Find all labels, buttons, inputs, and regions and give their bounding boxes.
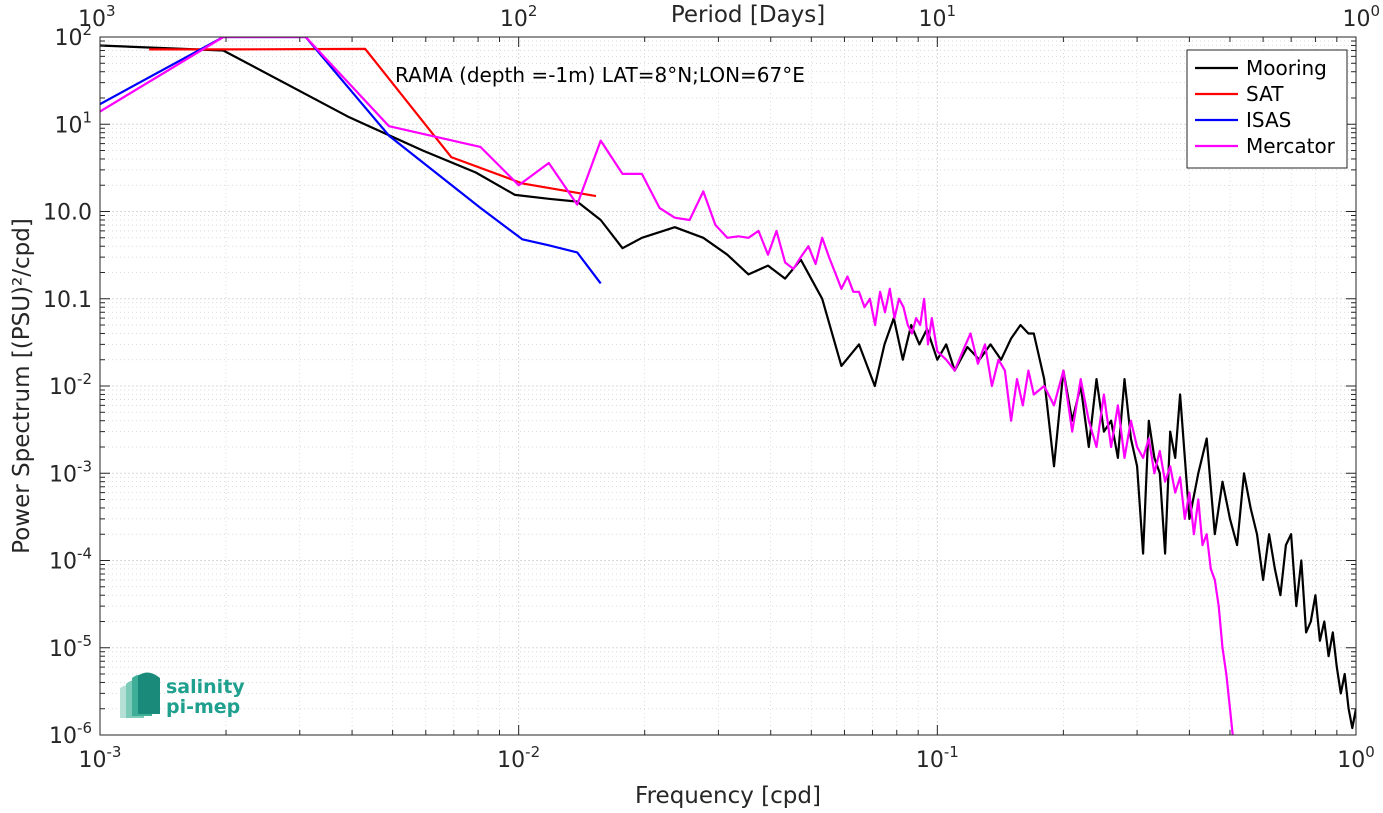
- legend-label-mooring: Mooring: [1246, 56, 1327, 80]
- y-tick-exp: -3: [77, 457, 92, 475]
- y-tick-label: 10.0: [43, 201, 92, 226]
- x-tick-label: 10-3: [79, 743, 122, 773]
- legend-label-sat: SAT: [1246, 82, 1284, 106]
- x-tick-exp: -3: [107, 743, 122, 761]
- y-tick-label: 10.1: [43, 288, 92, 313]
- y-tick-label: 102: [54, 21, 92, 51]
- top-tick-base: 10: [78, 7, 106, 32]
- y-tick-label: 10-2: [49, 370, 92, 400]
- y-tick-exp: -5: [77, 632, 92, 650]
- salinity-pi-mep-logo: salinity pi-mep: [120, 672, 245, 718]
- top-tick-exp: 3: [106, 2, 116, 20]
- y-tick-exp: -6: [77, 719, 92, 737]
- series-line-sat: [149, 47, 597, 198]
- y-tick-base: 10: [49, 724, 77, 749]
- series-line-mercator: [100, 37, 1234, 735]
- series-line-mooring: [100, 44, 1356, 730]
- x-tick-base: 10: [1337, 748, 1365, 773]
- top-tick-base: 10: [919, 7, 947, 32]
- legend-label-mercator: Mercator: [1246, 134, 1336, 158]
- x-tick-label: 100: [1337, 743, 1375, 773]
- top-tick-label: 102: [500, 2, 538, 32]
- y-tick-base: 10: [49, 550, 77, 575]
- top-tick-label: 103: [78, 2, 116, 32]
- top-tick-base: 10: [500, 7, 528, 32]
- logo-line-2: pi-mep: [166, 696, 240, 718]
- x-tick-exp: 0: [1365, 743, 1375, 761]
- x-tick-label: 10-1: [916, 743, 959, 773]
- top-tick-exp: 2: [528, 2, 538, 20]
- top-tick-exp: 1: [947, 2, 957, 20]
- y-tick-exp: 1: [82, 108, 92, 126]
- y-tick-label: 10-5: [49, 632, 92, 662]
- series-line-isas: [100, 37, 602, 285]
- station-annotation: RAMA (depth =-1m) LAT=8°N;LON=67°E: [395, 63, 805, 87]
- y-tick-base: 10: [54, 26, 82, 51]
- x-axis-label: Frequency [cpd]: [635, 783, 821, 809]
- y-tick-base: 10: [49, 637, 77, 662]
- y-tick-exp: 2: [82, 21, 92, 39]
- y-tick-base: 10: [49, 462, 77, 487]
- x-tick-label: 10-2: [497, 743, 540, 773]
- y-tick-label: 10-6: [49, 719, 92, 749]
- y-tick-label: 10-4: [49, 545, 92, 575]
- y-tick-exp: -4: [77, 545, 92, 563]
- top-tick-exp: 0: [1370, 2, 1380, 20]
- top-tick-base: 10: [1342, 7, 1370, 32]
- y-tick-label: 101: [54, 108, 92, 138]
- y-tick-label: 10-3: [49, 457, 92, 487]
- y-tick-base: 10: [54, 113, 82, 138]
- x-tick-exp: -1: [944, 743, 959, 761]
- x-tick-base: 10: [497, 748, 525, 773]
- top-tick-label: 100: [1342, 2, 1380, 32]
- y-tick-base: 10: [49, 375, 77, 400]
- series-group: [100, 37, 1356, 735]
- x-tick-base: 10: [79, 748, 107, 773]
- grid-lines: [99, 36, 1357, 736]
- x-tick-exp: -2: [525, 743, 540, 761]
- legend-label-isas: ISAS: [1246, 108, 1291, 132]
- wave-logo-icon: [120, 672, 160, 718]
- y-axis-label: Power Spectrum [(PSU)²/cpd]: [9, 218, 35, 554]
- top-tick-label: 101: [919, 2, 957, 32]
- y-tick-exp: -2: [77, 370, 92, 388]
- top-axis-label: Period [Days]: [671, 2, 825, 28]
- tick-marks: [99, 36, 1357, 736]
- legend-box: [1186, 49, 1348, 169]
- logo-line-1: salinity: [166, 676, 245, 698]
- x-tick-base: 10: [916, 748, 944, 773]
